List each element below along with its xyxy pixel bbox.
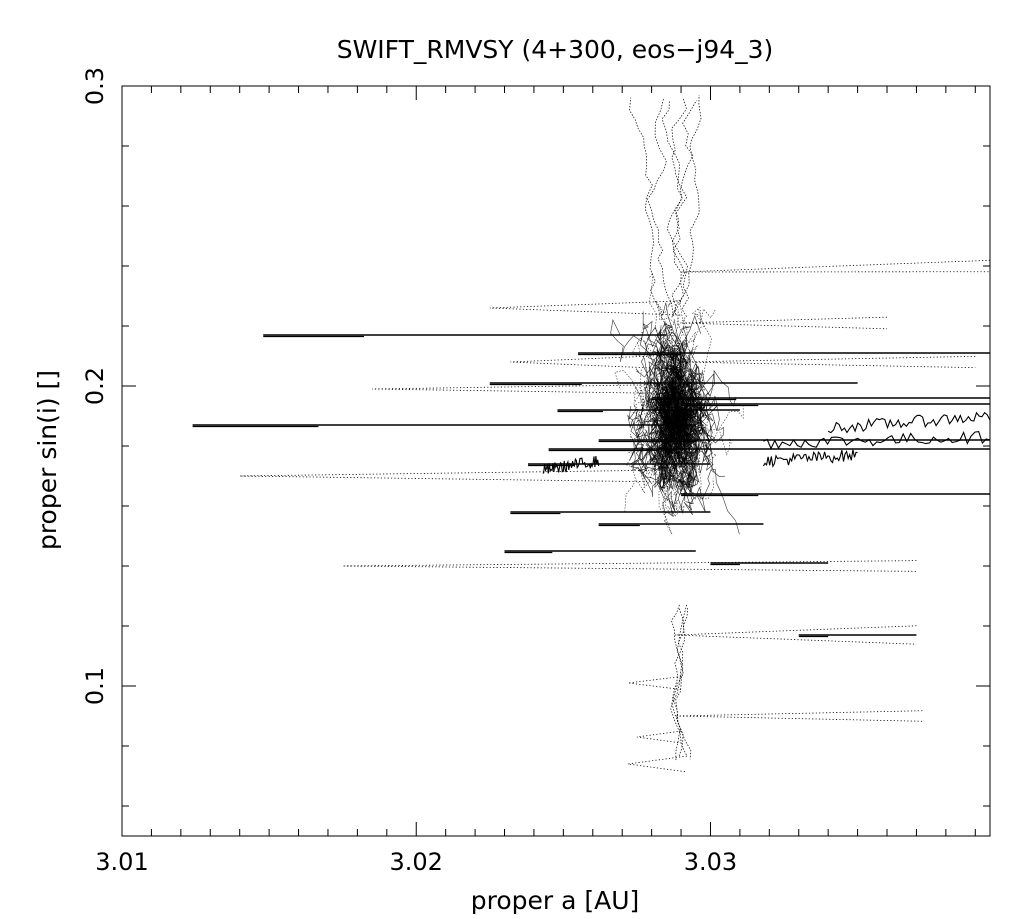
dotted-track [681,259,991,273]
cloud-track [653,393,677,445]
dotted-track [681,316,888,330]
cloud-track [657,354,684,403]
x-tick-label: 3.01 [95,848,148,876]
y-tick-label: 0.3 [81,67,109,105]
cloud-track [639,368,671,412]
wiggle-track [827,411,991,434]
wiggle-track [762,449,858,468]
dotted-track [239,469,667,483]
x-tick-label: 3.02 [390,848,443,876]
cloud-track [663,399,679,464]
cloud-track [678,308,717,429]
cloud-track [648,350,678,410]
solid-tracks [192,334,991,638]
chart-title: SWIFT_RMVSY (4+300, eos−j94_3) [337,35,774,64]
cloud-track [646,381,695,440]
cloud-track [662,418,694,505]
plume-track [672,94,702,316]
cloud-track [665,331,696,392]
y-axis-label: proper sin(i) [] [33,370,62,550]
cloud-track [673,418,717,463]
dotted-tracks [239,259,991,773]
cloud-track [642,311,677,377]
wiggle-track [542,456,600,474]
dotted-track [628,755,687,773]
dotted-track [675,710,923,722]
cloud-track [636,447,679,494]
cloud-track [657,460,676,518]
dotted-track [510,354,682,370]
y-tick-label: 0.2 [81,367,109,405]
cloud-track [677,377,706,422]
dotted-track [489,300,682,316]
plume-track [647,97,674,316]
dotted-track [636,730,682,744]
cloud-track [661,386,681,439]
cloud-track [659,394,678,432]
tail-track [672,607,688,758]
cloud-track [655,393,683,467]
cloud-track [645,354,672,410]
cloud-track [656,406,683,480]
x-axis-label: proper a [AU] [471,886,640,915]
cloud-track [678,444,697,494]
cloud-track [614,369,668,418]
cloud-track [642,408,665,462]
tick-marks [121,85,990,836]
plume-track [671,98,688,315]
cloud-track [664,316,686,363]
y-tick-label: 0.1 [81,667,109,705]
tail-track [671,604,688,761]
cloud-track [651,424,675,470]
cloud-track [640,388,665,435]
cloud-track [675,445,697,473]
dotted-track [681,355,976,369]
dotted-track [342,560,917,572]
plot-area [121,85,991,837]
cloud-track [684,415,740,535]
data-layer [192,94,991,773]
tail-track [670,608,688,756]
plume-track [661,100,684,318]
cloud-track [665,358,691,442]
plot-frame [121,85,991,837]
upper-plume [629,94,702,761]
wiggle-track [763,430,991,450]
tick-layer: 3.01 3.02 3.03 0.1 0.2 0.3 [81,67,990,876]
dotted-track [628,676,682,690]
cloud-track [675,427,698,489]
x-tick-label: 3.03 [684,848,737,876]
plume-track [666,100,697,317]
tail-track [671,604,692,760]
cloud-track [673,306,713,412]
cloud-track [657,306,689,376]
cloud-track [637,381,674,426]
dotted-track [372,383,696,395]
cloud-track [677,363,703,403]
dotted-track [675,625,917,645]
plume-track [629,97,662,319]
